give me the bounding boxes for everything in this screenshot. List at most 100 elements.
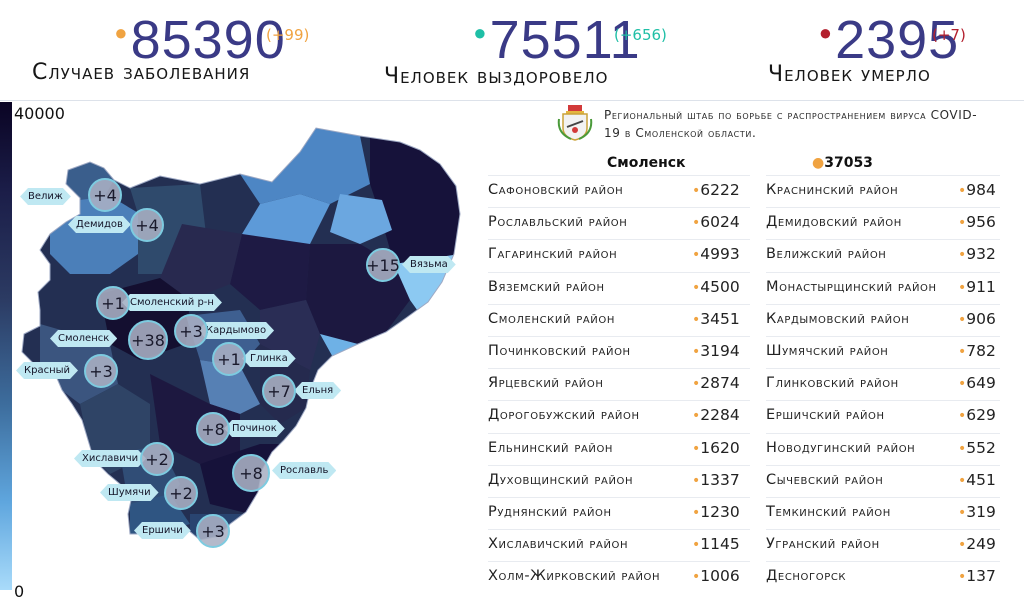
district-name: Монастырщинский район <box>766 278 937 295</box>
district-value: •4993 <box>692 245 740 264</box>
row-separator <box>766 529 1000 531</box>
red-dot-icon: ● <box>818 20 834 45</box>
map-tag-glinka: Глинка <box>242 350 296 367</box>
cases-label: Случаев заболевания <box>32 60 251 85</box>
map-tag-shumyachi: Шумячи <box>100 484 159 501</box>
map-tag-demidov: Демидов <box>68 216 131 233</box>
orange-dot-icon: ● <box>114 20 129 45</box>
bullet-dot-icon: • <box>958 408 967 425</box>
bullet-dot-icon: • <box>692 311 701 328</box>
district-name: Новодугинский район <box>766 439 916 456</box>
district-row: Темкинский район •319 <box>766 498 1000 528</box>
bullet-dot-icon: • <box>958 376 967 393</box>
district-name: Угранский район <box>766 536 880 553</box>
scale-min-label: 0 <box>14 582 25 601</box>
map-pin-velizh: +4 <box>88 178 122 212</box>
bullet-dot-icon: • <box>692 215 701 232</box>
row-separator <box>766 432 1000 434</box>
district-value: •782 <box>958 342 996 360</box>
row-separator <box>766 175 1000 176</box>
map-pin-shumyachi: +2 <box>164 476 198 510</box>
district-row: Краснинский район •984 <box>766 176 1000 206</box>
map-tag-vyazma: Вязьма <box>402 256 456 273</box>
map-tag-smolensk: Смоленск <box>50 330 117 347</box>
map-tag-ershichi: Ершичи <box>134 522 191 539</box>
map-tag-yelnya: Ельня <box>294 382 341 399</box>
district-value: •319 <box>958 503 996 521</box>
row-separator <box>488 432 750 434</box>
district-value: •3451 <box>692 309 740 328</box>
map-pin-khislavichi: +2 <box>140 442 174 476</box>
district-name: Кардымовский район <box>766 310 910 327</box>
row-separator <box>488 529 750 531</box>
bullet-dot-icon: • <box>692 376 701 393</box>
bullet-dot-icon: • <box>958 440 967 457</box>
district-row: Вяземский район •4500 <box>488 273 750 303</box>
row-separator <box>488 271 750 273</box>
row-separator <box>766 271 1000 273</box>
district-name: Починковский район <box>488 343 631 359</box>
bullet-dot-icon: • <box>958 344 967 360</box>
district-row: Гагаринский район •4993 <box>488 240 750 270</box>
row-separator <box>488 207 750 209</box>
district-value: •984 <box>958 181 996 199</box>
row-separator <box>766 400 1000 402</box>
district-row: Монастырщинский район •911 <box>766 273 1000 303</box>
district-row: Рославльский район •6024 <box>488 208 750 238</box>
row-separator <box>766 303 1000 305</box>
district-row: Шумячский район •782 <box>766 337 1000 367</box>
color-scale-bar <box>0 102 12 590</box>
map-pin-smolensky-district: +1 <box>96 286 130 320</box>
district-name: Сафоновский район <box>488 182 624 198</box>
district-row: Руднянский район •1230 <box>488 498 750 528</box>
district-value: •137 <box>958 567 996 586</box>
district-name: Хиславичский район <box>488 536 629 553</box>
map-pin-glinka: +1 <box>212 342 246 376</box>
bullet-dot-icon: • <box>692 472 701 489</box>
map-tag-smolensky-district: Смоленский р-н <box>122 294 222 311</box>
recovered-delta: (+656) <box>614 26 667 44</box>
row-separator <box>488 368 750 370</box>
district-name: Краснинский район <box>766 182 899 198</box>
district-row: Сафоновский район •6222 <box>488 176 750 206</box>
bullet-dot-icon: • <box>958 569 967 586</box>
district-name: Ершичский район <box>766 407 885 424</box>
district-name: Темкинский район <box>766 504 891 520</box>
bullet-dot-icon: • <box>692 569 701 586</box>
map-pin-smolensk: +38 <box>128 320 168 360</box>
hq-title: Региональный штаб по борьбе с распростра… <box>604 108 978 140</box>
map-tag-khislavichi: Хиславичи <box>74 450 146 467</box>
district-value: •6222 <box>692 181 740 199</box>
district-value: •249 <box>958 535 996 554</box>
district-row: Холм-Жирковский район •1006 <box>488 562 750 592</box>
died-value: ●2395 <box>818 10 960 70</box>
district-row: Духовщинский район •1337 <box>488 466 750 496</box>
row-separator <box>766 239 1000 241</box>
district-value: •1620 <box>692 438 740 457</box>
district-row: Велижский район •932 <box>766 240 1000 270</box>
cases-value: ●85390 <box>114 10 286 70</box>
bullet-dot-icon: • <box>692 440 701 457</box>
district-name: Ельнинский район <box>488 439 614 456</box>
bullet-dot-icon: • <box>692 279 701 296</box>
district-name: Шумячский район <box>766 343 889 359</box>
died-delta: (+7) <box>932 26 966 44</box>
row-separator <box>488 464 750 466</box>
bullet-dot-icon: • <box>692 183 701 199</box>
map-pin-pochinok: +8 <box>196 412 230 446</box>
bullet-dot-icon: • <box>958 537 967 554</box>
district-value: •4500 <box>692 277 740 296</box>
district-value: •629 <box>958 406 996 425</box>
map-pin-krasny: +3 <box>84 354 118 388</box>
district-name: Десногорск <box>766 568 847 585</box>
bullet-dot-icon: • <box>692 344 701 360</box>
map-pin-kardymovo: +3 <box>174 314 208 348</box>
bullet-dot-icon: • <box>958 215 967 232</box>
district-row: Ярцевский район •2874 <box>488 369 750 399</box>
region-map-shape <box>21 127 461 541</box>
map-tag-krasny: Красный <box>16 362 78 379</box>
district-name: Рославльский район <box>488 214 628 231</box>
district-name: Сычевский район <box>766 471 884 488</box>
bullet-dot-icon: • <box>692 408 701 425</box>
district-name: Руднянский район <box>488 504 612 520</box>
